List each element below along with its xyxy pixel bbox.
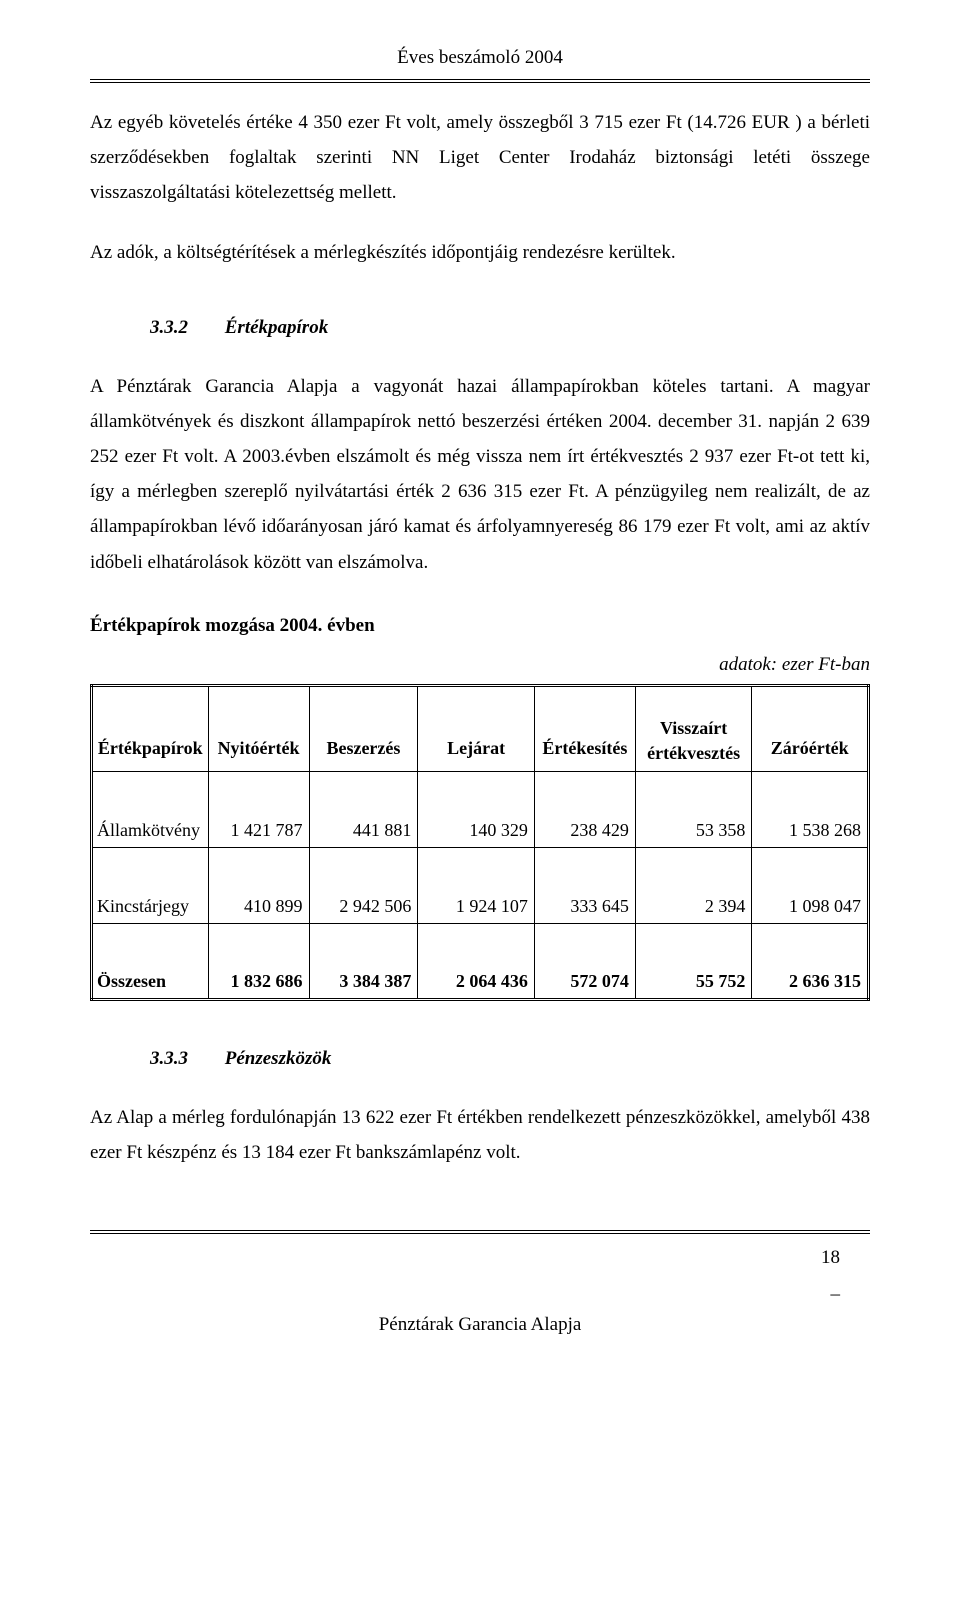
section-number: 3.3.2 xyxy=(150,310,220,345)
cell: 140 329 xyxy=(418,771,535,847)
cell: 410 899 xyxy=(208,847,309,923)
body-paragraph: A Pénztárak Garancia Alapja a vagyonát h… xyxy=(90,369,870,580)
cell: 2 064 436 xyxy=(418,923,535,999)
row-label: Összesen xyxy=(92,923,209,999)
cell: 1 924 107 xyxy=(418,847,535,923)
page-header-title: Éves beszámoló 2004 xyxy=(90,40,870,75)
col-header: Értékesítés xyxy=(534,685,635,771)
header-rule xyxy=(90,79,870,80)
footer-rule xyxy=(90,1230,870,1231)
table-header-row: Értékpapírok Nyitóérték Beszerzés Lejára… xyxy=(92,685,869,771)
col-header: Visszaírt értékvesztés xyxy=(635,685,752,771)
securities-table: Értékpapírok Nyitóérték Beszerzés Lejára… xyxy=(90,684,870,1001)
cell: 572 074 xyxy=(534,923,635,999)
cell: 333 645 xyxy=(534,847,635,923)
table-row: Kincstárjegy 410 899 2 942 506 1 924 107… xyxy=(92,847,869,923)
cell: 2 636 315 xyxy=(752,923,869,999)
col-header: Beszerzés xyxy=(309,685,418,771)
header-rule xyxy=(90,82,870,83)
table-total-row: Összesen 1 832 686 3 384 387 2 064 436 5… xyxy=(92,923,869,999)
section-heading: 3.3.3 Pénzeszközök xyxy=(150,1041,870,1076)
cell: 53 358 xyxy=(635,771,752,847)
body-paragraph: Az egyéb követelés értéke 4 350 ezer Ft … xyxy=(90,105,870,210)
section-number: 3.3.3 xyxy=(150,1041,220,1076)
col-header: Értékpapírok xyxy=(92,685,209,771)
section-title: Pénzeszközök xyxy=(225,1048,332,1069)
col-header: Záróérték xyxy=(752,685,869,771)
table-heading: Értékpapírok mozgása 2004. évben xyxy=(90,608,870,643)
cell: 3 384 387 xyxy=(309,923,418,999)
footer-org-name: Pénztárak Garancia Alapja xyxy=(90,1307,870,1342)
cell: 1 538 268 xyxy=(752,771,869,847)
col-header-line: értékvesztés xyxy=(647,743,740,763)
cell: 1 098 047 xyxy=(752,847,869,923)
col-header: Nyitóérték xyxy=(208,685,309,771)
cell: 1 421 787 xyxy=(208,771,309,847)
footer-rule xyxy=(90,1233,870,1234)
cell: 55 752 xyxy=(635,923,752,999)
row-label: Kincstárjegy xyxy=(92,847,209,923)
row-label: Államkötvény xyxy=(92,771,209,847)
cell: 441 881 xyxy=(309,771,418,847)
cell: 2 394 xyxy=(635,847,752,923)
body-paragraph: Az Alap a mérleg fordulónapján 13 622 ez… xyxy=(90,1100,870,1170)
page-dash: _ xyxy=(90,1270,870,1305)
table-units: adatok: ezer Ft-ban xyxy=(90,647,870,682)
section-title: Értékpapírok xyxy=(225,317,328,338)
section-heading: 3.3.2 Értékpapírok xyxy=(150,310,870,345)
cell: 1 832 686 xyxy=(208,923,309,999)
col-header-line: Visszaírt xyxy=(660,718,727,738)
body-paragraph: Az adók, a költségtérítések a mérlegkész… xyxy=(90,235,870,270)
table-row: Államkötvény 1 421 787 441 881 140 329 2… xyxy=(92,771,869,847)
cell: 238 429 xyxy=(534,771,635,847)
cell: 2 942 506 xyxy=(309,847,418,923)
col-header: Lejárat xyxy=(418,685,535,771)
